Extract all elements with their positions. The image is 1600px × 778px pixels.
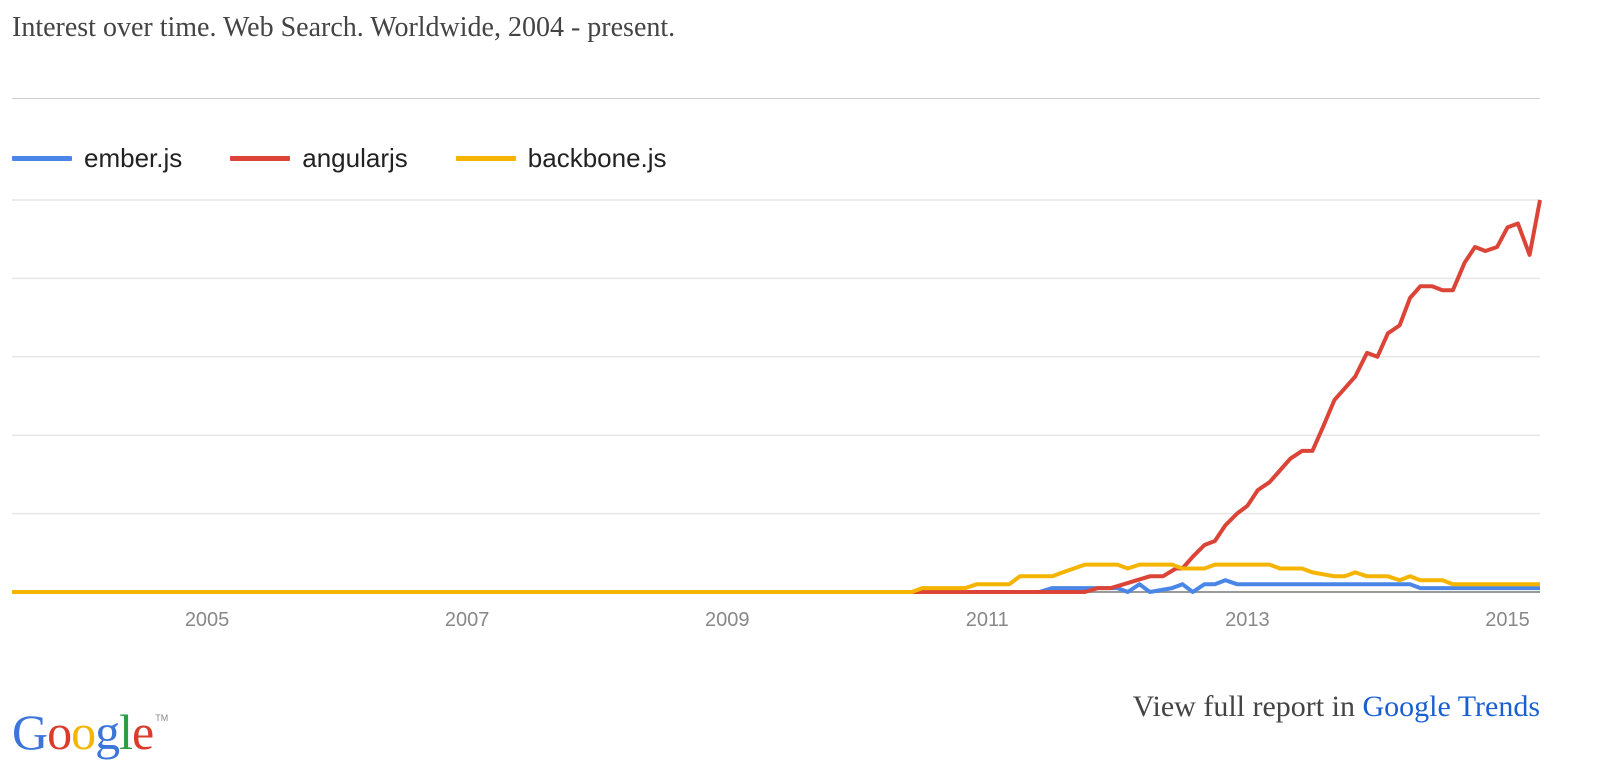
report-footer: View full report in Google Trends bbox=[1133, 690, 1540, 724]
chart-title: Interest over time. Web Search. Worldwid… bbox=[12, 12, 676, 43]
x-tick-label: 2011 bbox=[966, 609, 1009, 631]
logo-letter: g bbox=[95, 704, 120, 760]
x-tick-label: 2007 bbox=[445, 609, 490, 631]
series-line-angularjs bbox=[12, 199, 1542, 594]
x-tick-label: 2005 bbox=[185, 609, 230, 631]
chart-series bbox=[12, 199, 1542, 594]
chart-legend: ember.js angularjs backbone.js bbox=[12, 138, 715, 178]
google-logo-letters: Google bbox=[12, 704, 154, 760]
google-logo: Google TM bbox=[12, 688, 168, 762]
google-trends-link[interactable]: Google Trends bbox=[1362, 690, 1540, 723]
x-tick-label: 2009 bbox=[705, 609, 750, 631]
legend-label-backbone: backbone.js bbox=[527, 142, 667, 173]
legend-item-angularjs: angularjs bbox=[230, 143, 408, 174]
logo-letter: l bbox=[119, 704, 133, 760]
trademark-mark: TM bbox=[155, 713, 169, 723]
chart-gridlines bbox=[12, 199, 1540, 593]
x-tick-label: 2015 bbox=[1485, 609, 1530, 631]
series-line-backbone-js bbox=[12, 562, 1540, 594]
legend-label-ember: ember.js bbox=[84, 142, 183, 173]
legend-item-ember: ember.js bbox=[12, 143, 182, 174]
report-prefix: View full report in bbox=[1132, 690, 1355, 723]
title-divider bbox=[12, 98, 1540, 99]
x-axis-ticks: 2005 2007 2009 2011 2013 2015 bbox=[185, 609, 1530, 631]
legend-swatch-ember bbox=[12, 155, 72, 161]
x-tick-label: 2013 bbox=[1225, 609, 1270, 631]
logo-letter: e bbox=[132, 704, 154, 760]
logo-letter: G bbox=[12, 704, 48, 760]
legend-label-angularjs: angularjs bbox=[302, 142, 408, 173]
legend-item-backbone: backbone.js bbox=[455, 142, 667, 174]
logo-letter: o bbox=[47, 704, 72, 760]
line-chart: 2005 2007 2009 2011 2013 2015 bbox=[12, 199, 1542, 631]
legend-swatch-angularjs bbox=[230, 155, 291, 161]
logo-letter: o bbox=[71, 704, 96, 760]
legend-swatch-backbone bbox=[455, 155, 516, 161]
